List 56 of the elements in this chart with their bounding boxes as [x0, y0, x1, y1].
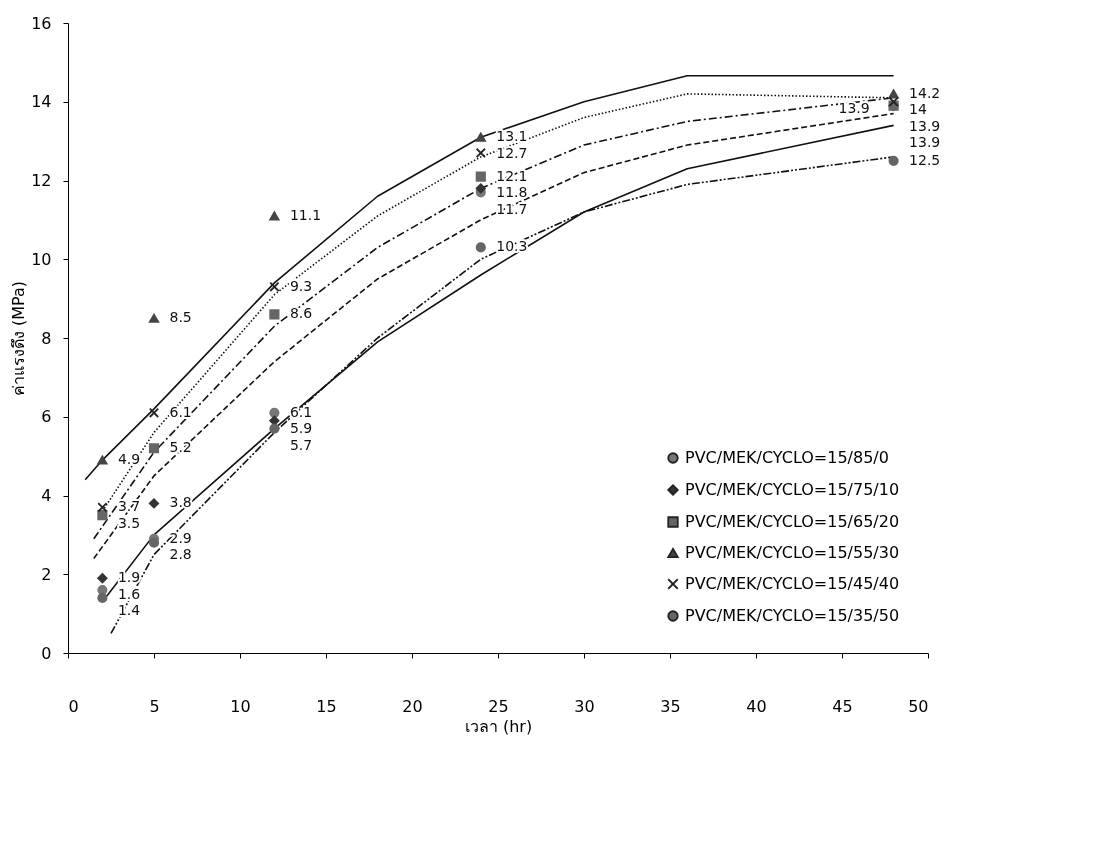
data-label: 4.9 — [117, 451, 141, 468]
data-label: 8.5 — [169, 309, 192, 326]
y-tick-label: 4 — [41, 486, 52, 505]
data-label: 14 — [909, 101, 927, 118]
data-label: 3.8 — [169, 494, 192, 511]
y-tick-label: 6 — [41, 407, 52, 427]
data-label: 1.4 — [117, 602, 141, 619]
x-axis-title: เวลา (hr) — [464, 716, 533, 736]
x-tick-label: 40 — [746, 696, 767, 716]
x-tick-label: 15 — [316, 696, 337, 716]
x-tick-label: 25 — [488, 696, 509, 716]
data-label: 11.8 — [496, 184, 528, 201]
legend-label: PVC/MEK/CYCLO=15/45/40 — [685, 574, 900, 593]
y-tick-label: 14 — [31, 92, 52, 112]
y-tick-label: 0 — [41, 643, 52, 663]
x-tick-label: 45 — [832, 696, 853, 716]
x-tick-label: 10 — [230, 696, 251, 716]
data-label: 9.3 — [289, 277, 313, 294]
x-tick-label: 0 — [68, 696, 79, 716]
data-label: 13.9 — [909, 117, 941, 134]
data-label: 2.8 — [169, 546, 192, 563]
data-label: 5.7 — [289, 436, 313, 453]
data-label: 11.7 — [496, 200, 528, 217]
data-label: 5.9 — [289, 420, 313, 437]
data-label: 5.2 — [169, 439, 192, 456]
x-tick-label: 30 — [574, 696, 595, 716]
legend-label: PVC/MEK/CYCLO=15/35/50 — [685, 606, 900, 625]
data-label: 1.6 — [117, 585, 141, 602]
legend-label: PVC/MEK/CYCLO=15/85/0 — [685, 448, 889, 467]
y-tick-label: 12 — [31, 171, 52, 190]
legend-label: PVC/MEK/CYCLO=15/75/10 — [685, 480, 900, 499]
y-tick-label: 8 — [41, 328, 52, 348]
x-tick-label: 20 — [402, 696, 423, 716]
data-label: 14.2 — [909, 84, 941, 101]
data-label: 8.6 — [289, 305, 313, 322]
x-tick-label: 35 — [660, 696, 681, 716]
x-tick-label: 50 — [908, 696, 929, 716]
data-label: 13.1 — [496, 128, 528, 145]
legend-label: PVC/MEK/CYCLO=15/55/30 — [685, 543, 900, 562]
data-label: 2.9 — [169, 529, 192, 546]
y-tick-label: 2 — [41, 564, 52, 584]
data-label: 6.1 — [289, 403, 313, 420]
y-axis-title: ค่าแรงดึง (MPa) — [9, 280, 29, 397]
data-label: 6.1 — [169, 403, 192, 420]
data-label: 11.1 — [289, 206, 322, 223]
y-tick-label: 10 — [31, 249, 52, 269]
data-label: 12.1 — [496, 167, 528, 184]
data-label: 12.7 — [496, 144, 528, 161]
x-tick-label: 5 — [149, 696, 160, 716]
data-label: 12.5 — [909, 151, 941, 168]
data-label: 13.9 — [909, 134, 941, 151]
data-label: 3.7 — [117, 498, 141, 515]
data-label: 13.9 — [838, 100, 870, 117]
legend-label: PVC/MEK/CYCLO=15/65/20 — [685, 512, 900, 531]
data-label: 3.5 — [117, 514, 141, 531]
y-tick-label: 16 — [31, 13, 52, 33]
